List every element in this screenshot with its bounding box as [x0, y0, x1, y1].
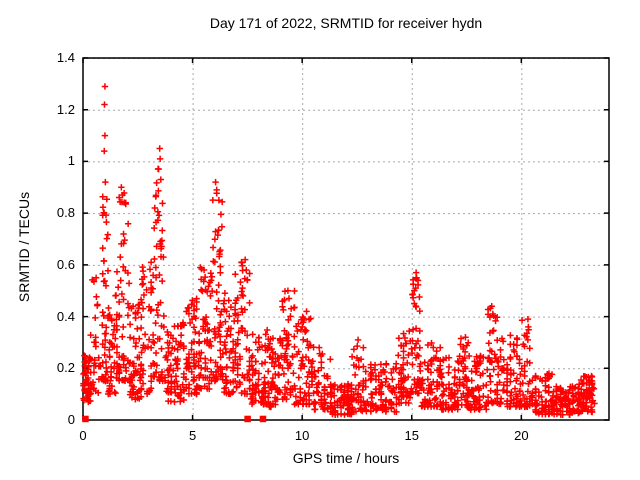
- y-tick-label: 1: [67, 153, 75, 169]
- y-tick-label: 0.6: [56, 256, 75, 272]
- y-axis-label: SRMTID / TECUs: [16, 191, 32, 303]
- x-tick-label: 15: [404, 428, 419, 443]
- y-tick-label: 0: [67, 412, 75, 427]
- x-tick-label: 0: [79, 428, 87, 443]
- y-tick-label: 0.4: [56, 308, 75, 324]
- y-tick-label: 1.4: [56, 50, 75, 65]
- x-tick-label: 10: [294, 428, 310, 443]
- x-tick-label: 20: [514, 428, 529, 443]
- y-tick-label: 1.2: [56, 101, 75, 117]
- y-tick-label: 0.2: [56, 360, 75, 376]
- x-axis-label: GPS time / hours: [292, 450, 400, 466]
- x-tick-label: 5: [188, 428, 197, 443]
- chart-title: Day 171 of 2022, SRMTID for receiver hyd…: [209, 15, 483, 31]
- y-tick-label: 0.8: [56, 205, 75, 221]
